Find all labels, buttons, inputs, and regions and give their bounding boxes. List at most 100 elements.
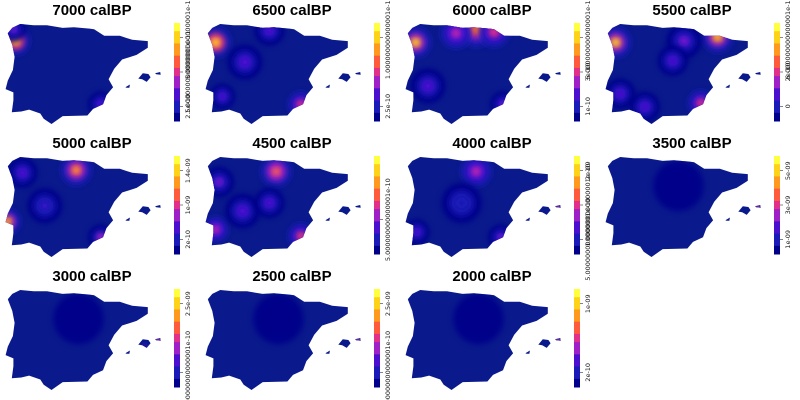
- density-hotspot: [266, 27, 273, 34]
- legend-color-step: [374, 374, 380, 380]
- density-hotspot: [414, 229, 419, 235]
- legend-color-step: [574, 39, 580, 44]
- legend-color-step: [574, 88, 580, 93]
- density-hotspot: [557, 339, 559, 341]
- legend-color-step: [174, 67, 180, 73]
- legend-color-step: [574, 301, 580, 306]
- legend-color-step: [174, 96, 180, 102]
- panel-title: 6500 calBP: [252, 2, 332, 19]
- legend-color-step: [574, 96, 580, 102]
- legend-color-step: [774, 104, 780, 110]
- legend-color-step: [374, 350, 380, 355]
- legend-color-step: [174, 370, 180, 376]
- legend-color-step: [374, 200, 380, 206]
- legend-color-step: [374, 237, 380, 243]
- legend-color-step: [174, 172, 180, 177]
- density-map: [605, 24, 761, 124]
- legend-color-step: [174, 112, 180, 118]
- legend-label: 1.000000000000001e-11: [184, 31, 192, 114]
- legend-color-step: [574, 225, 580, 230]
- legend-color-step: [174, 213, 180, 218]
- legend-color-step: [174, 289, 180, 294]
- legend-color-step: [174, 43, 180, 48]
- legend-color-step: [374, 297, 380, 302]
- legend-label: 2e-10: [184, 230, 192, 249]
- legend-color-step: [574, 370, 580, 376]
- legend-color-step: [774, 116, 780, 122]
- legend-color-step: [574, 313, 580, 319]
- legend-color-step: [174, 31, 180, 36]
- legend-label: 5e-09: [784, 161, 792, 180]
- legend-color-step: [574, 63, 580, 69]
- legend-color-step: [174, 338, 180, 343]
- density-hotspot: [680, 38, 688, 45]
- density-hotspot: [73, 314, 83, 324]
- legend-color-step: [774, 92, 780, 97]
- legend-color-step: [574, 80, 580, 85]
- density-hotspot: [500, 102, 506, 107]
- panel-title: 4000 calBP: [452, 135, 532, 152]
- legend-color-step: [774, 245, 780, 251]
- legend-color-step: [174, 293, 180, 298]
- legend-color-step: [374, 80, 380, 85]
- legend-color-step: [574, 350, 580, 355]
- legend-color-step: [374, 192, 380, 198]
- legend-color-step: [374, 342, 380, 347]
- legend-label: 1.000000000000001e-10: [384, 331, 392, 400]
- legend-color-step: [174, 72, 180, 77]
- density-hotspot: [239, 207, 246, 215]
- legend-color-step: [574, 205, 580, 210]
- legend-color-step: [174, 116, 180, 122]
- legend-color-step: [374, 88, 380, 93]
- legend-color-step: [574, 366, 580, 372]
- map-panel: 6000 calBP 1e-10 3e-10 5.000000000000001e-1…: [400, 0, 600, 133]
- legend-color-step: [374, 382, 380, 388]
- legend-color-step: [374, 221, 380, 226]
- density-hotspot: [98, 235, 104, 240]
- legend-color-step: [374, 47, 380, 53]
- legend-color-step: [574, 342, 580, 347]
- map-panel: 7000 calBP 2.5e-10 1.000000000000001e-11 5.…: [0, 0, 200, 133]
- density-hotspot: [241, 59, 248, 66]
- legend-color-step: [374, 358, 380, 363]
- legend-color-step: [374, 370, 380, 376]
- density-hotspot: [413, 39, 419, 46]
- legend-color-step: [174, 245, 180, 251]
- legend-color-step: [574, 100, 580, 106]
- legend-color-step: [574, 200, 580, 206]
- legend-color-step: [374, 213, 380, 218]
- density-hotspot: [673, 181, 683, 191]
- legend-label: 6.000000000000001e-10: [784, 0, 792, 79]
- legend-color-step: [374, 160, 380, 165]
- legend-color-step: [374, 321, 380, 327]
- legend-color-step: [374, 196, 380, 202]
- legend-label: 1.000000000000001e-10: [584, 164, 592, 247]
- legend-color-step: [574, 358, 580, 363]
- legend-color-step: [174, 76, 180, 81]
- color-legend: 5.000000000000001e-101.000000000000001e-…: [574, 156, 592, 281]
- legend-color-step: [774, 84, 780, 89]
- legend-color-step: [174, 200, 180, 206]
- density-hotspot: [144, 346, 145, 348]
- legend-color-step: [574, 245, 580, 251]
- map-panel: 2500 calBP 1.000000000000001e-10 2.5e-09: [200, 266, 400, 400]
- legend-color-step: [174, 217, 180, 222]
- legend-color-step: [374, 205, 380, 210]
- legend-color-step: [174, 325, 180, 331]
- legend-color-step: [174, 321, 180, 327]
- map-panel: 3000 calBP 1.000000000000001e-10 2.5e-09: [0, 266, 200, 400]
- legend-color-step: [574, 213, 580, 218]
- legend-color-step: [174, 309, 180, 314]
- panel-title: 3500 calBP: [652, 135, 732, 152]
- density-map: [205, 290, 361, 390]
- panel-title: 6000 calBP: [452, 2, 532, 19]
- density-hotspot: [670, 58, 676, 64]
- map-panel: 4000 calBP 5.000000000000001e-10 1.0000000…: [400, 133, 600, 281]
- legend-label: 1.4e-09: [184, 158, 192, 183]
- color-legend: 2.5e-10 1.000000000000001e-11: [374, 0, 392, 122]
- legend-color-step: [774, 63, 780, 69]
- legend-color-step: [574, 237, 580, 243]
- legend-color-step: [774, 180, 780, 186]
- legend-color-step: [574, 382, 580, 388]
- legend-color-step: [374, 225, 380, 230]
